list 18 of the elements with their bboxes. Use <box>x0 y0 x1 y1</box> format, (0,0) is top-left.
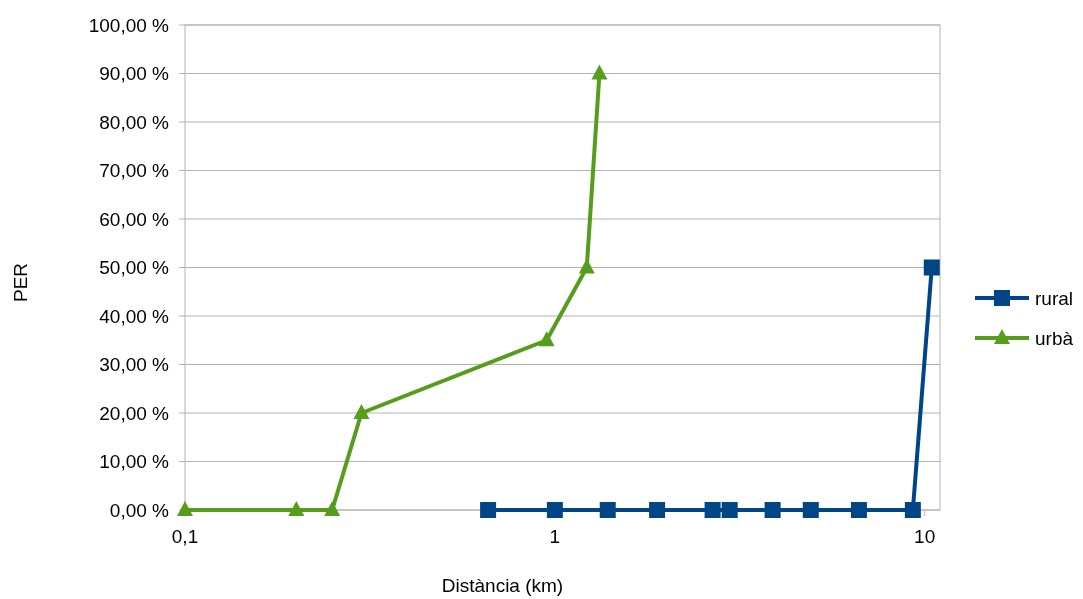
y-tick-label: 90,00 % <box>99 63 170 85</box>
x-axis-title: Distància (km) <box>441 575 564 596</box>
y-tick-label: 30,00 % <box>99 354 170 376</box>
x-tick-label: 1 <box>549 526 561 547</box>
x-tick-label: 0,1 <box>171 526 199 547</box>
y-tick-label: 10,00 % <box>99 451 170 473</box>
legend-label: urbà <box>1035 327 1074 349</box>
y-axis-title: PER <box>10 262 31 303</box>
y-tick-label: 60,00 % <box>99 208 170 230</box>
y-tick-label: 0,00 % <box>109 499 170 521</box>
y-tick-label: 80,00 % <box>99 111 170 133</box>
y-tick-label: 20,00 % <box>99 402 170 424</box>
legend-label: rural <box>1035 287 1074 309</box>
y-tick-label: 100,00 % <box>88 14 170 36</box>
y-tick-label: 50,00 % <box>99 257 170 279</box>
y-tick-label: 40,00 % <box>99 305 170 327</box>
x-tick-label: 10 <box>914 526 936 547</box>
y-tick-label: 70,00 % <box>99 160 170 182</box>
